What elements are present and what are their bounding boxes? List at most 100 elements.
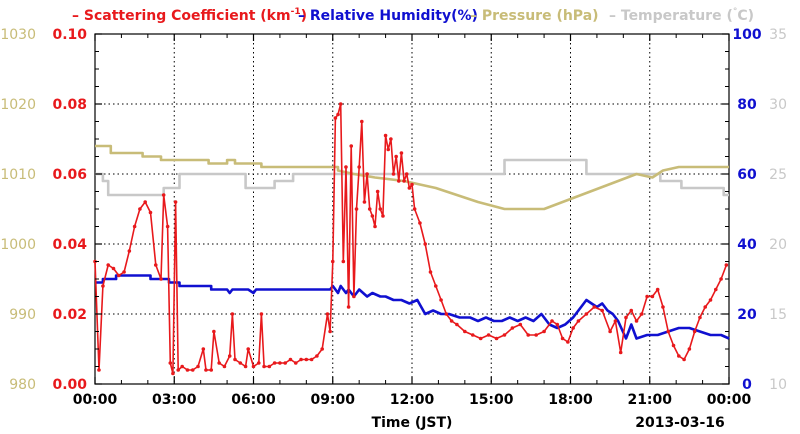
data-point-scattering xyxy=(352,294,356,299)
data-point-scattering xyxy=(502,333,507,337)
data-point-scattering xyxy=(233,357,237,362)
y-tick-label-scattering: 0.02 xyxy=(52,307,87,323)
data-point-scattering xyxy=(692,329,697,334)
data-point-scattering xyxy=(592,305,597,309)
data-point-scattering xyxy=(180,364,184,369)
y-tick-label-temperature: 20 xyxy=(769,237,787,253)
data-point-scattering xyxy=(455,322,459,327)
data-point-scattering xyxy=(719,277,723,281)
data-point-scattering xyxy=(304,357,309,362)
data-point-scattering xyxy=(354,207,359,211)
data-point-scattering xyxy=(526,333,531,337)
data-point-scattering xyxy=(682,357,686,362)
data-point-scattering xyxy=(349,144,354,148)
data-point-scattering xyxy=(357,165,361,169)
time-axis: 00:00 03:00 06:00 09:00 12:00 15:00 18:00 21:00… xyxy=(73,34,752,408)
data-point-scattering xyxy=(444,312,449,316)
series-line-scattering xyxy=(94,103,728,375)
data-point-scattering xyxy=(161,193,166,197)
y-tick-label-pressure: 980 xyxy=(9,377,36,393)
data-point-scattering xyxy=(176,368,181,372)
data-point-scattering xyxy=(555,322,560,327)
data-point-scattering xyxy=(634,319,639,323)
data-point-scattering xyxy=(478,336,483,341)
data-point-scattering xyxy=(724,263,729,267)
data-point-scattering xyxy=(566,340,570,344)
data-point-scattering xyxy=(510,326,515,330)
data-point-scattering xyxy=(386,147,391,152)
data-point-scattering xyxy=(391,172,396,176)
data-point-scattering xyxy=(542,329,546,334)
data-point-scattering xyxy=(687,347,692,351)
y-tick-label-pressure: 990 xyxy=(9,307,36,323)
data-point-scattering xyxy=(470,333,475,337)
data-point-scattering xyxy=(412,207,417,211)
data-point-scattering xyxy=(330,259,335,264)
data-point-scattering xyxy=(370,214,375,218)
y-tick-label-humidity: 40 xyxy=(737,237,757,253)
x-tick-label: 09:00 xyxy=(310,392,355,408)
data-point-scattering xyxy=(399,151,404,155)
data-point-scattering xyxy=(283,361,288,365)
data-point-scattering xyxy=(624,315,628,320)
y-tick-label-temperature: 25 xyxy=(769,167,787,183)
data-point-scattering xyxy=(209,368,214,372)
data-point-scattering xyxy=(394,154,398,159)
y-tick-label-pressure: 1030 xyxy=(0,27,36,43)
data-point-scattering xyxy=(645,294,649,299)
data-point-scattering xyxy=(299,357,303,362)
data-point-scattering xyxy=(418,221,422,225)
y-tick-label-scattering: 0.10 xyxy=(52,27,87,43)
y-tick-label-humidity: 60 xyxy=(737,167,757,183)
data-point-scattering xyxy=(650,294,655,299)
data-point-scattering xyxy=(267,364,272,369)
data-point-scattering xyxy=(360,119,364,124)
data-point-scattering xyxy=(227,354,232,358)
series-scattering xyxy=(93,102,729,376)
legend-superscript: -1 xyxy=(291,7,301,17)
x-axis-label: Time (JST) xyxy=(372,415,453,431)
data-point-scattering xyxy=(246,347,251,351)
data-point-scattering xyxy=(703,305,708,309)
data-point-scattering xyxy=(262,364,266,369)
data-point-scattering xyxy=(613,319,618,323)
data-point-scattering xyxy=(97,368,101,372)
data-point-scattering xyxy=(336,112,340,117)
y-tick-label-pressure: 1010 xyxy=(0,167,36,183)
y-tick-label-pressure: 1020 xyxy=(0,97,36,113)
data-point-scattering xyxy=(396,179,401,183)
series-pressure xyxy=(95,144,729,211)
data-point-scattering xyxy=(278,361,282,365)
y-tick-label-humidity: 100 xyxy=(732,27,761,43)
x-tick-label: 00:00 xyxy=(707,392,752,408)
legend-label: Scattering Coefficient (km xyxy=(84,8,291,24)
data-point-scattering xyxy=(661,305,665,309)
data-point-scattering xyxy=(666,329,671,334)
data-point-scattering xyxy=(272,361,277,365)
data-point-scattering xyxy=(576,319,581,323)
legend-degree: ° xyxy=(733,7,738,17)
data-point-scattering xyxy=(618,350,623,355)
y-tick-label-temperature: 35 xyxy=(769,27,787,43)
data-point-scattering xyxy=(325,312,330,316)
data-point-scattering xyxy=(315,354,319,358)
data-point-scattering xyxy=(378,207,383,211)
data-point-scattering xyxy=(708,298,713,302)
legend-item: – Scattering Coefficient (km-1) xyxy=(72,7,307,24)
data-point-scattering xyxy=(439,298,443,302)
data-point-scattering xyxy=(127,249,132,253)
x-tick-label: 15:00 xyxy=(469,392,514,408)
series-line-humidity xyxy=(95,274,730,340)
data-point-scattering xyxy=(433,284,438,288)
data-point-scattering xyxy=(190,368,195,372)
legend-label-end: C) xyxy=(737,8,754,24)
data-point-scattering xyxy=(713,287,718,292)
data-point-scattering xyxy=(173,200,178,204)
data-point-scattering xyxy=(344,165,348,169)
x-tick-label: 21:00 xyxy=(627,392,672,408)
data-point-scattering xyxy=(600,308,604,313)
data-point-scattering xyxy=(677,354,681,358)
data-point-scattering xyxy=(138,207,142,211)
series-line-temperature xyxy=(95,158,729,197)
